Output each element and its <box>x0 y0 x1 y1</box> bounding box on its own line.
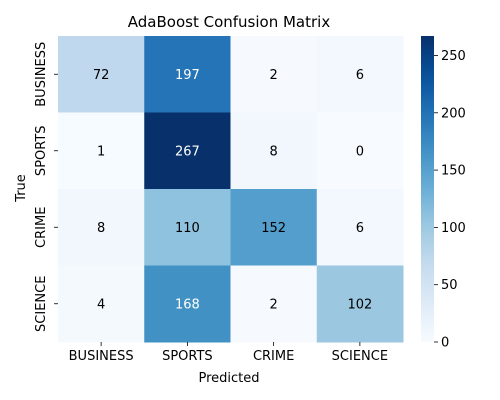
cell-value-label: 6 <box>356 221 364 236</box>
cell-value-label: 102 <box>347 297 372 312</box>
chart-title: AdaBoost Confusion Matrix <box>128 13 331 31</box>
colorbar-tick-label: 100 <box>441 221 466 236</box>
x-tick-label: CRIME <box>253 349 294 364</box>
y-tick-label: BUSINESS <box>34 42 49 107</box>
cell-value-label: 6 <box>356 68 364 83</box>
x-tick-label: BUSINESS <box>69 349 134 364</box>
y-axis-label: True <box>14 174 29 203</box>
cell-value-label: 0 <box>356 144 364 159</box>
x-tick-labels: BUSINESS SPORTS CRIME SCIENCE <box>69 342 388 364</box>
y-tick-label: SCIENCE <box>34 276 49 332</box>
heatmap-cell <box>230 265 318 343</box>
heatmap-cell <box>230 112 318 190</box>
cell-value-label: 8 <box>269 144 277 159</box>
heatmap-cell <box>230 189 318 266</box>
heatmap-cell <box>144 189 231 266</box>
colorbar-tick-label: 50 <box>441 278 458 293</box>
cell-value-label: 2 <box>269 297 277 312</box>
colorbar-tick-label: 150 <box>441 164 466 179</box>
heatmap-cell <box>316 112 404 190</box>
colorbar-tick-label: 0 <box>441 336 449 351</box>
cell-value-label: 152 <box>261 221 286 236</box>
y-tick-labels: BUSINESS SPORTS CRIME SCIENCE <box>34 42 58 332</box>
cell-value-label: 4 <box>97 297 105 312</box>
cell-value-label: 8 <box>97 221 105 236</box>
heatmap-cell <box>316 265 404 343</box>
cell-value-label: 110 <box>175 221 200 236</box>
colorbar-tick-label: 200 <box>441 106 466 121</box>
heatmap-cell <box>58 189 145 266</box>
heatmap-cell <box>58 36 145 113</box>
cell-value-label: 72 <box>93 68 110 83</box>
x-tick-label: SCIENCE <box>332 349 388 364</box>
colorbar-gradient <box>421 36 434 342</box>
heatmap-cell <box>316 189 404 266</box>
cell-value-label: 1 <box>97 144 105 159</box>
cell-value-label: 267 <box>175 144 200 159</box>
cell-value-label: 197 <box>175 68 200 83</box>
y-tick-label: CRIME <box>34 207 49 248</box>
heatmap-cell <box>316 36 404 113</box>
y-tick-label: SPORTS <box>34 125 49 176</box>
colorbar-tick-label: 250 <box>441 49 466 64</box>
x-axis-label: Predicted <box>198 371 259 386</box>
heatmap-cell <box>58 265 145 343</box>
heatmap-cell <box>144 112 231 190</box>
cell-value-label: 2 <box>269 68 277 83</box>
heatmap-cell <box>144 36 231 113</box>
x-tick-label: SPORTS <box>162 349 213 364</box>
heatmap-grid: 72 197 2 6 1 267 8 0 8 110 152 6 4 168 2 102 <box>58 36 404 343</box>
heatmap-cell <box>144 265 231 343</box>
cell-value-label: 168 <box>175 297 200 312</box>
colorbar: 0 50 100 150 200 250 <box>421 36 466 351</box>
heatmap-cell <box>230 36 318 113</box>
heatmap-cell <box>58 112 145 190</box>
